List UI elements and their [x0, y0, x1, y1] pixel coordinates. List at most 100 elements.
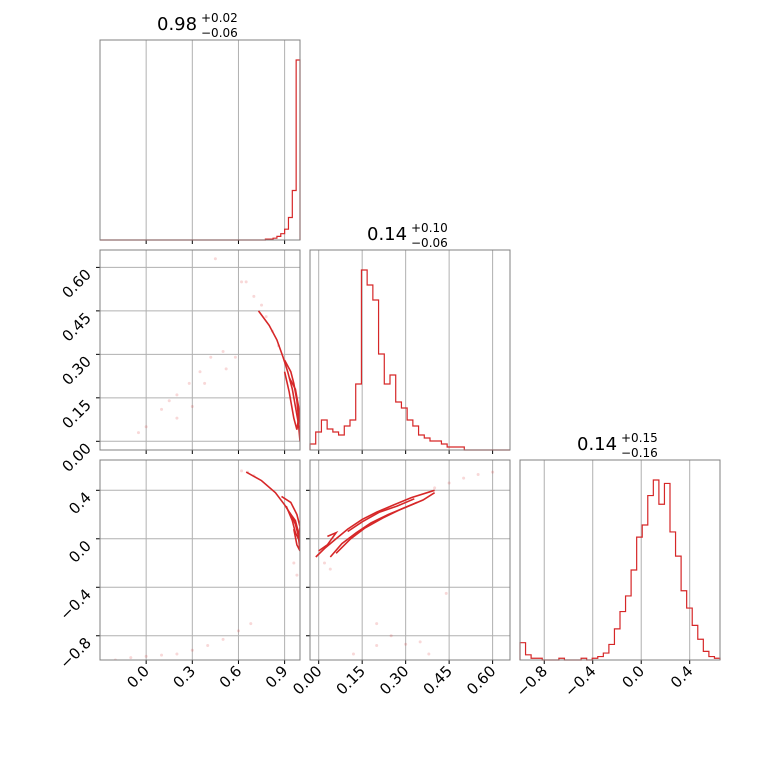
- sample-point: [190, 648, 194, 652]
- svg-text:0.98: 0.98: [157, 14, 197, 35]
- sample-point: [404, 642, 408, 646]
- y-tick-label: 0.45: [58, 309, 94, 345]
- sample-point: [167, 399, 171, 403]
- x-tick-label: 0.60: [463, 662, 499, 698]
- density-contour: [329, 492, 436, 558]
- sample-point: [233, 355, 237, 359]
- y-tick-label: 0.0: [65, 537, 95, 567]
- sample-point: [240, 280, 244, 284]
- sample-point: [491, 470, 495, 474]
- sample-point: [160, 653, 164, 657]
- panel-content: [315, 470, 495, 656]
- sample-point: [295, 573, 299, 577]
- density-contour: [318, 530, 339, 552]
- histogram-steps: [519, 479, 721, 661]
- sample-point: [351, 652, 355, 656]
- x-tick-label: −0.4: [561, 662, 599, 700]
- panel-frame: [99, 249, 301, 451]
- sample-point: [427, 652, 431, 656]
- density-contour: [283, 359, 300, 430]
- sample-point: [236, 629, 240, 633]
- x-tick-label: 0.6: [216, 662, 246, 692]
- sample-point: [136, 431, 140, 435]
- x-tick-label: 0.0: [123, 662, 153, 692]
- histogram-panel-2: [309, 249, 511, 454]
- y-tick-label: 0.00: [58, 439, 94, 475]
- sample-point: [209, 355, 213, 359]
- sample-point: [476, 473, 480, 477]
- histogram-panel-1: [99, 39, 301, 244]
- sample-point: [221, 349, 225, 353]
- density-contour: [288, 511, 300, 552]
- y-tick-label: 0.4: [65, 488, 95, 518]
- x-tick-label: 0.3: [170, 662, 200, 692]
- sample-point: [252, 294, 256, 298]
- density-contour: [335, 501, 418, 554]
- svg-text:+0.15: +0.15: [621, 431, 658, 445]
- sample-point: [203, 381, 207, 385]
- sample-point: [375, 622, 379, 626]
- x-tick-label: 0.0: [618, 662, 648, 692]
- panel-content: [113, 469, 300, 660]
- y-tick-label: 0.15: [58, 396, 94, 432]
- sample-point: [206, 643, 210, 647]
- sample-point: [175, 416, 179, 420]
- sample-point: [292, 561, 296, 565]
- x-tick-label: 0.4: [667, 662, 697, 692]
- x-tick-label: 0.45: [420, 662, 456, 698]
- density-contour: [315, 489, 435, 558]
- title-param-1: 0.98 +0.02 −0.06: [157, 11, 238, 40]
- panel-content: [136, 257, 300, 442]
- svg-text:+0.10: +0.10: [411, 221, 448, 235]
- svg-text:0.14: 0.14: [367, 224, 407, 245]
- y-tick-label: −0.8: [56, 634, 94, 672]
- title-param-2: 0.14 +0.10 −0.06: [367, 221, 448, 250]
- panel-frame: [519, 459, 721, 661]
- density-contour: [257, 310, 300, 442]
- panel-frame: [309, 249, 511, 451]
- sample-point: [260, 303, 264, 307]
- svg-text:−0.16: −0.16: [621, 446, 658, 460]
- sample-point: [224, 367, 228, 371]
- sample-point: [389, 634, 393, 638]
- sample-point: [249, 622, 253, 626]
- y-tick-label: 0.60: [58, 265, 94, 301]
- sample-point: [244, 280, 248, 284]
- sample-point: [322, 561, 326, 565]
- x-tick-label: −0.8: [513, 662, 551, 700]
- sample-point: [175, 652, 179, 656]
- sample-point: [418, 640, 422, 644]
- y-tick-label: 0.30: [58, 352, 94, 388]
- sample-point: [240, 469, 244, 473]
- sample-point: [444, 591, 448, 595]
- sample-point: [175, 393, 179, 397]
- sample-point: [433, 486, 437, 490]
- svg-text:−0.06: −0.06: [201, 26, 238, 40]
- panel-frame: [99, 459, 301, 661]
- sample-point: [375, 643, 379, 647]
- sample-point: [129, 656, 133, 660]
- x-tick-label: 0.9: [262, 662, 292, 692]
- panel-frame: [99, 39, 301, 241]
- sample-point: [144, 654, 148, 658]
- sample-point: [187, 381, 191, 385]
- density-contour: [288, 377, 300, 424]
- y-tick-label: −0.4: [56, 585, 94, 623]
- x-tick-label: 0.30: [376, 662, 412, 698]
- scatter-panel-1: 0.00 0.15 0.30 0.45 0.60: [58, 249, 301, 476]
- sample-point: [213, 257, 217, 261]
- sample-point: [144, 425, 148, 429]
- histogram-panel-3: −0.8 −0.4 0.0 0.4: [513, 459, 721, 701]
- title-param-3: 0.14 +0.15 −0.16: [577, 431, 658, 460]
- scatter-panel-3: 0.00 0.15 0.30 0.45 0.60: [289, 459, 511, 698]
- sample-point: [462, 476, 466, 480]
- sample-point: [328, 567, 332, 571]
- sample-point: [221, 637, 225, 641]
- sample-point: [190, 405, 194, 409]
- sample-point: [160, 407, 164, 411]
- x-tick-label: 0.15: [333, 662, 369, 698]
- sample-point: [264, 315, 268, 319]
- scatter-panel-2: 0.0 0.3 0.6 0.9 −0.8 −0.4 0.0 0.4: [56, 459, 301, 692]
- svg-text:0.14: 0.14: [577, 434, 617, 455]
